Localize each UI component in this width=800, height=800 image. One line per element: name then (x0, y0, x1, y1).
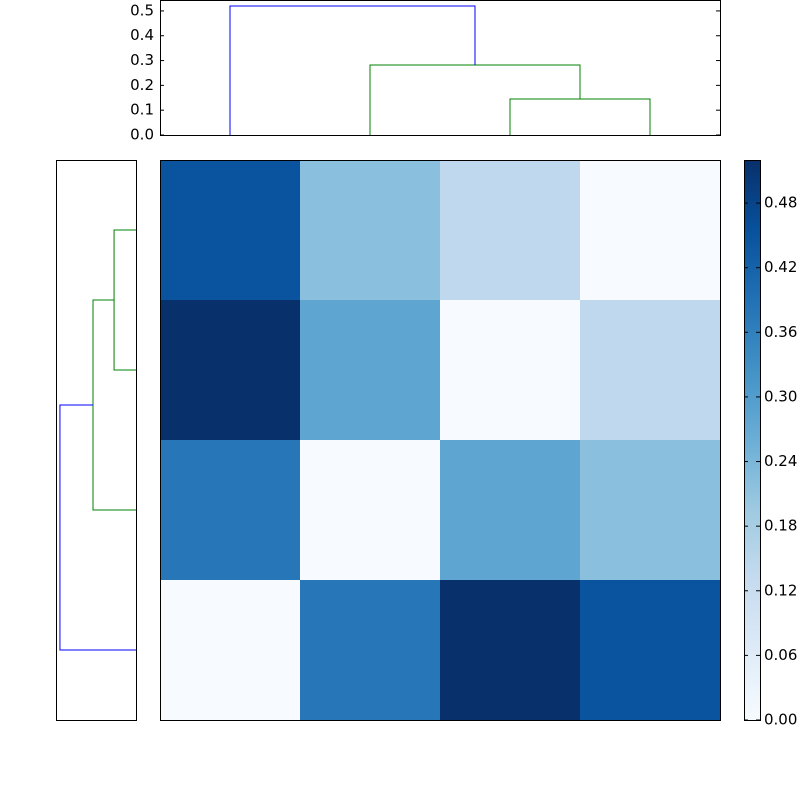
dendrogram-link (59, 404, 136, 651)
y-tick-label: 0.1 (130, 101, 154, 119)
heatmap-cell (440, 160, 581, 301)
y-tick-label: 0.0 (130, 126, 154, 144)
heatmap-cell (300, 580, 441, 721)
heatmap-cell (580, 160, 721, 301)
y-tick-label: 0.5 (130, 1, 154, 19)
colorbar-tick-label: 0.36 (764, 323, 797, 341)
heatmap-cell (160, 580, 301, 721)
y-tick-label: 0.4 (130, 26, 154, 44)
colorbar-tick-label: 0.30 (764, 387, 797, 405)
colorbar-tick-label: 0.42 (764, 258, 797, 276)
heatmap-cell (580, 440, 721, 581)
dendrogram-link (369, 64, 581, 135)
heatmap-cell (160, 440, 301, 581)
heatmap-cell (160, 160, 301, 301)
heatmap-cell (300, 440, 441, 581)
dendrogram-link (509, 98, 651, 135)
colorbar-tick-label: 0.00 (764, 711, 797, 729)
y-tick-label: 0.2 (130, 76, 154, 94)
heatmap-cell (160, 300, 301, 441)
y-tick-label: 0.3 (130, 51, 154, 69)
colorbar-tick-label: 0.18 (764, 517, 797, 535)
colorbar-tick-label: 0.48 (764, 194, 797, 212)
colorbar-frame (744, 160, 761, 721)
dendrogram-link (113, 229, 136, 371)
colorbar-tick-label: 0.24 (764, 452, 797, 470)
heatmap-cell (580, 580, 721, 721)
heatmap-cell (440, 300, 581, 441)
heatmap-cell (580, 300, 721, 441)
dendrogram-link (229, 5, 476, 135)
heatmap-cell (440, 440, 581, 581)
heatmap-cell (300, 300, 441, 441)
axes-frame (160, 0, 721, 136)
axes-frame (160, 160, 721, 721)
colorbar-tick-label: 0.06 (764, 646, 797, 664)
colorbar (744, 160, 760, 720)
heatmap-cell (440, 580, 581, 721)
colorbar-tick-label: 0.12 (764, 581, 797, 599)
heatmap-cell (300, 160, 441, 301)
axes-frame (56, 160, 137, 721)
